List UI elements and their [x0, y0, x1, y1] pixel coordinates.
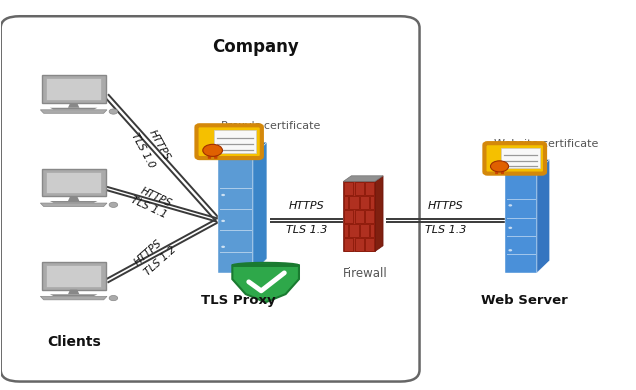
- Polygon shape: [505, 160, 550, 172]
- FancyBboxPatch shape: [370, 224, 375, 237]
- Circle shape: [508, 249, 512, 252]
- FancyBboxPatch shape: [355, 210, 364, 223]
- FancyBboxPatch shape: [370, 196, 375, 209]
- Text: Company: Company: [212, 37, 299, 56]
- FancyBboxPatch shape: [360, 196, 369, 209]
- Circle shape: [508, 227, 512, 229]
- Polygon shape: [218, 156, 253, 273]
- FancyBboxPatch shape: [365, 182, 375, 195]
- Polygon shape: [375, 176, 383, 251]
- Polygon shape: [232, 263, 299, 302]
- Text: HTTPS: HTTPS: [289, 200, 324, 211]
- FancyBboxPatch shape: [349, 196, 359, 209]
- FancyBboxPatch shape: [344, 210, 354, 223]
- Polygon shape: [214, 153, 218, 159]
- FancyBboxPatch shape: [365, 238, 375, 251]
- FancyBboxPatch shape: [485, 143, 545, 174]
- FancyBboxPatch shape: [214, 130, 256, 152]
- Polygon shape: [218, 142, 267, 156]
- Circle shape: [508, 204, 512, 207]
- FancyBboxPatch shape: [1, 16, 420, 381]
- FancyBboxPatch shape: [41, 262, 106, 290]
- Text: TLS 1.0: TLS 1.0: [130, 131, 157, 170]
- FancyBboxPatch shape: [349, 224, 359, 237]
- Text: Web Server: Web Server: [481, 294, 567, 307]
- FancyBboxPatch shape: [360, 224, 369, 237]
- Polygon shape: [68, 196, 80, 201]
- FancyBboxPatch shape: [344, 224, 348, 237]
- Text: TLS Proxy: TLS Proxy: [202, 294, 276, 307]
- FancyBboxPatch shape: [46, 172, 101, 193]
- Text: TLS 1.2: TLS 1.2: [142, 244, 178, 277]
- Polygon shape: [343, 181, 375, 251]
- FancyBboxPatch shape: [344, 182, 354, 195]
- FancyBboxPatch shape: [501, 148, 540, 168]
- FancyBboxPatch shape: [46, 265, 101, 287]
- FancyBboxPatch shape: [41, 75, 106, 103]
- Circle shape: [490, 161, 509, 172]
- Polygon shape: [537, 160, 550, 273]
- Text: HTTPS: HTTPS: [147, 128, 172, 163]
- FancyBboxPatch shape: [344, 238, 354, 251]
- FancyBboxPatch shape: [365, 210, 375, 223]
- Polygon shape: [68, 290, 80, 294]
- Polygon shape: [207, 153, 211, 159]
- Text: Proxy's certificate: Proxy's certificate: [221, 121, 320, 131]
- FancyBboxPatch shape: [41, 168, 106, 196]
- Circle shape: [109, 296, 118, 301]
- Text: TLS 1.3: TLS 1.3: [286, 225, 328, 235]
- FancyBboxPatch shape: [355, 238, 364, 251]
- Circle shape: [109, 109, 118, 114]
- Polygon shape: [50, 294, 97, 296]
- Circle shape: [221, 194, 225, 196]
- Circle shape: [109, 202, 118, 207]
- Text: HTTPS: HTTPS: [132, 238, 164, 268]
- FancyBboxPatch shape: [344, 196, 348, 209]
- Text: HTTPS: HTTPS: [428, 200, 464, 211]
- Polygon shape: [40, 296, 107, 300]
- Text: Clients: Clients: [47, 335, 100, 349]
- Polygon shape: [501, 169, 504, 174]
- Polygon shape: [495, 169, 499, 174]
- Text: Website certificate: Website certificate: [494, 139, 598, 149]
- Polygon shape: [68, 103, 80, 108]
- Polygon shape: [505, 172, 537, 273]
- Text: Firewall: Firewall: [343, 267, 388, 280]
- Text: TLS 1.3: TLS 1.3: [425, 225, 466, 235]
- FancyBboxPatch shape: [355, 182, 364, 195]
- Circle shape: [221, 246, 225, 248]
- Text: HTTPS: HTTPS: [139, 186, 173, 209]
- Polygon shape: [40, 203, 107, 207]
- FancyBboxPatch shape: [197, 125, 262, 158]
- Polygon shape: [253, 142, 267, 273]
- FancyBboxPatch shape: [46, 78, 101, 100]
- Polygon shape: [50, 108, 97, 110]
- Polygon shape: [343, 176, 383, 181]
- Circle shape: [203, 144, 223, 156]
- Polygon shape: [50, 201, 97, 203]
- Text: TLS 1.1: TLS 1.1: [128, 195, 168, 220]
- Polygon shape: [40, 110, 107, 113]
- Circle shape: [221, 220, 225, 222]
